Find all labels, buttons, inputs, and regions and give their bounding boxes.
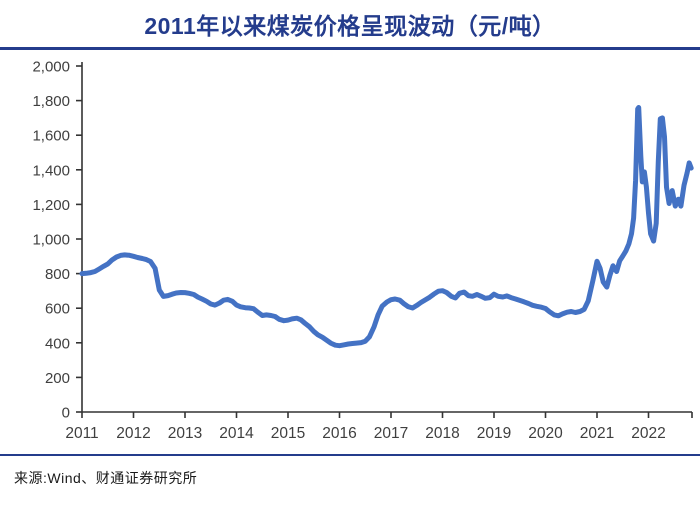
source-note: 来源:Wind、财通证券研究所 bbox=[14, 470, 198, 486]
x-axis-label: 2017 bbox=[374, 425, 408, 442]
x-axis-label: 2018 bbox=[425, 425, 459, 442]
y-axis-label: 1,800 bbox=[32, 93, 70, 110]
x-axis-label: 2021 bbox=[580, 425, 614, 442]
y-axis-label: 0 bbox=[62, 405, 70, 422]
footer-divider bbox=[0, 454, 700, 456]
y-axis-label: 2,000 bbox=[32, 59, 70, 76]
y-axis-label: 400 bbox=[45, 335, 70, 352]
price-series-line bbox=[79, 105, 694, 349]
x-axis-label: 2015 bbox=[271, 425, 305, 442]
title-divider bbox=[0, 47, 700, 50]
y-axis-label: 1,000 bbox=[32, 232, 70, 249]
x-axis-label: 2022 bbox=[631, 425, 665, 442]
x-axis-label: 2011 bbox=[65, 425, 98, 442]
y-axis-label: 800 bbox=[45, 266, 70, 283]
chart-area: 0 200 400 600 800 1,000 1,200 1,400 1,600 1,800 2,… bbox=[0, 52, 700, 454]
chart-header: 2011年以来煤炭价格呈现波动（元/吨） bbox=[0, 0, 700, 50]
x-axis-label: 2013 bbox=[168, 425, 202, 442]
x-axis-label: 2020 bbox=[528, 425, 563, 442]
y-axis-label: 1,400 bbox=[32, 162, 70, 179]
x-axis-label: 2014 bbox=[219, 425, 254, 442]
page-title: 2011年以来煤炭价格呈现波动（元/吨） bbox=[144, 13, 556, 39]
x-axis-label: 2012 bbox=[116, 425, 150, 442]
x-axis-label: 2016 bbox=[322, 425, 356, 442]
price-line-chart: 0 200 400 600 800 1,000 1,200 1,400 1,600 1,800 2,… bbox=[32, 59, 694, 442]
y-axis-label: 600 bbox=[45, 301, 70, 318]
x-axis-label: 2019 bbox=[477, 425, 511, 442]
y-axis-label: 200 bbox=[45, 370, 70, 387]
y-axis-label: 1,200 bbox=[32, 197, 70, 214]
y-axis-label: 1,600 bbox=[32, 128, 70, 145]
